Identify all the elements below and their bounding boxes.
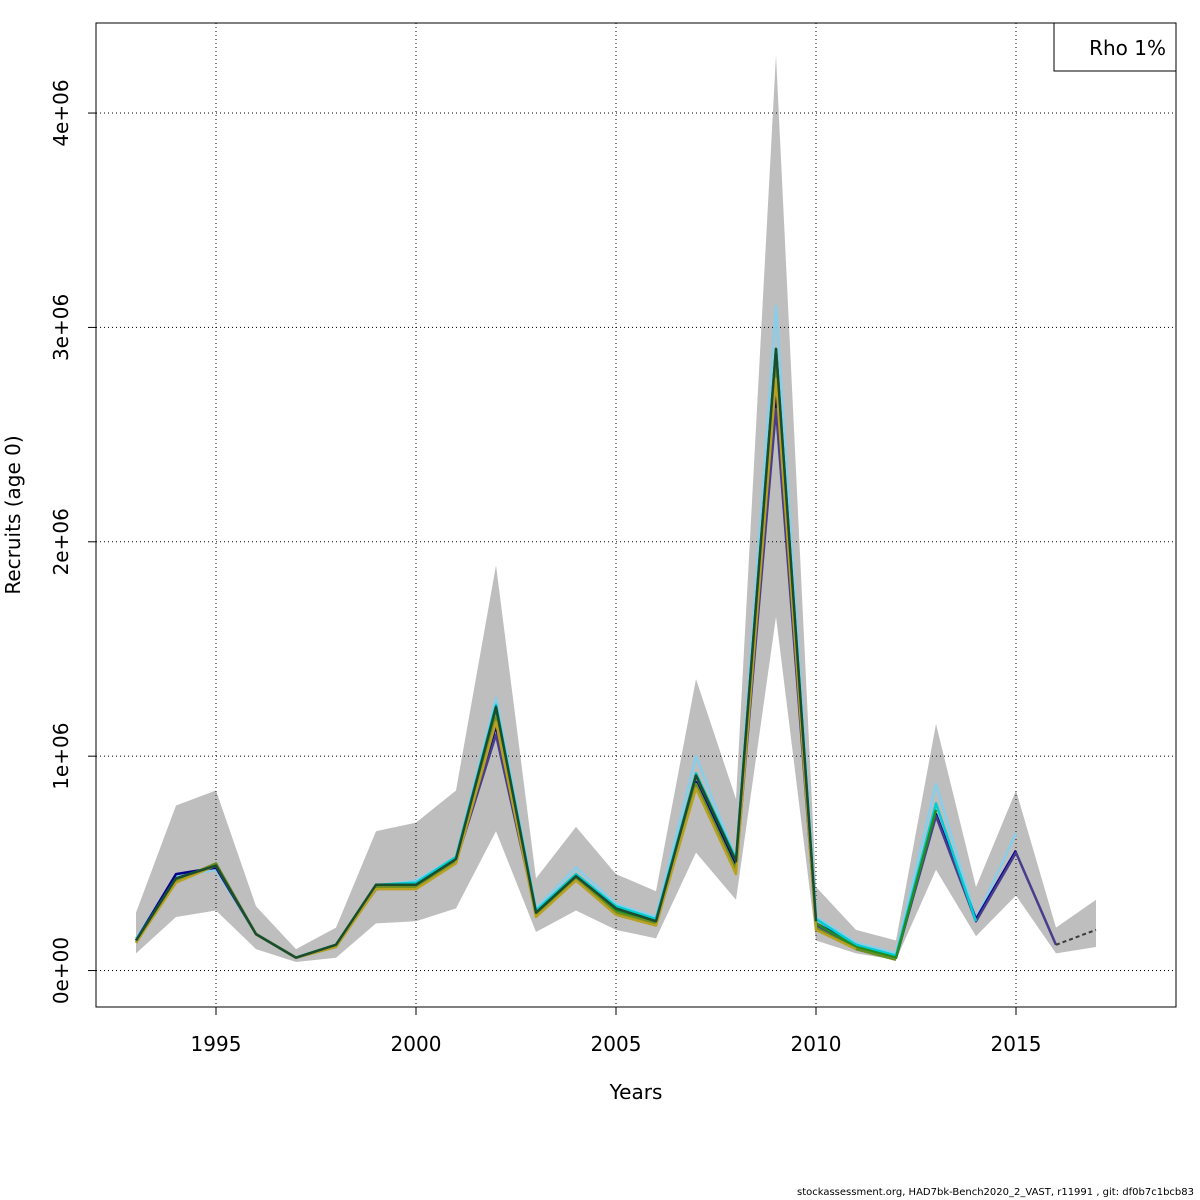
y-axis-title: Recruits (age 0) bbox=[1, 435, 25, 594]
footer-credit: stockassessment.org, HAD7bk-Bench2020_2_… bbox=[796, 1187, 1194, 1198]
y-axis: 0e+00 1e+06 2e+06 3e+06 4e+06 bbox=[49, 79, 96, 1004]
series-line-9 bbox=[1055, 928, 1097, 946]
x-tick-label: 2005 bbox=[591, 1032, 642, 1056]
series-line-8 bbox=[134, 347, 818, 959]
x-axis-title: Years bbox=[609, 1080, 663, 1104]
y-tick-label: 1e+06 bbox=[49, 723, 73, 790]
x-tick-label: 1995 bbox=[191, 1032, 242, 1056]
y-tick-label: 0e+00 bbox=[49, 937, 73, 1004]
confidence-band bbox=[136, 55, 1096, 962]
x-tick-label: 2010 bbox=[791, 1032, 842, 1056]
plot-frame bbox=[95, 22, 1177, 1008]
series-lines bbox=[134, 304, 1097, 962]
x-tick-label: 2015 bbox=[991, 1032, 1042, 1056]
y-tick-label: 2e+06 bbox=[49, 508, 73, 575]
legend-label: Rho 1% bbox=[1089, 36, 1166, 60]
x-tick-label: 2000 bbox=[391, 1032, 442, 1056]
y-tick-label: 3e+06 bbox=[49, 294, 73, 361]
legend-box bbox=[1053, 22, 1177, 72]
x-axis: 1995 2000 2005 2010 2015 bbox=[191, 1007, 1042, 1056]
grid-lines bbox=[96, 23, 1176, 1007]
y-tick-label: 4e+06 bbox=[49, 79, 73, 146]
legend: Rho 1% bbox=[1053, 22, 1177, 72]
